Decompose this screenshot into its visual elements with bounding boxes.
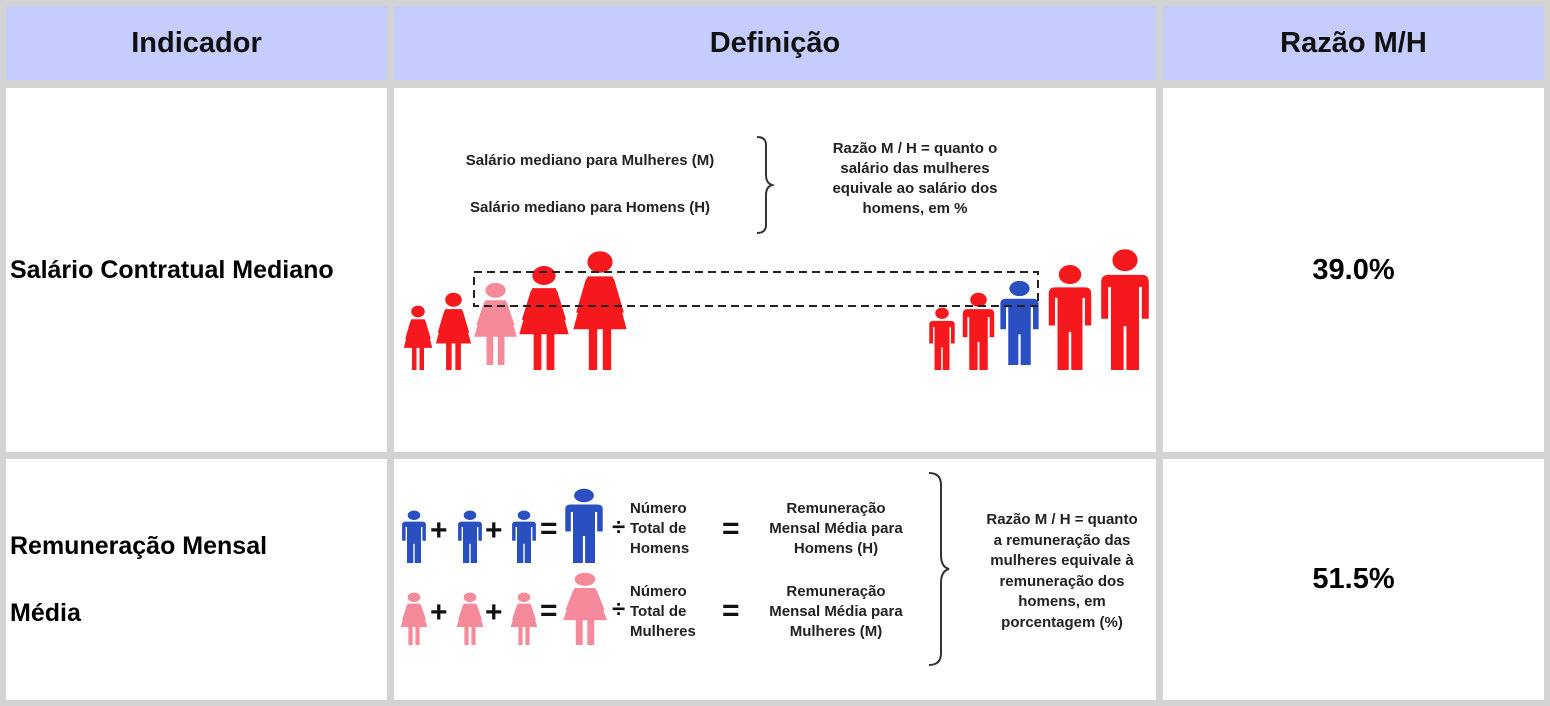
divide-sign: ÷ [612,596,626,623]
median-women-label: Salário mediano para Mulheres (M) [465,152,715,169]
brace [756,136,776,234]
definition-cell-1 [394,88,1156,452]
person-male-icon [512,510,536,563]
person-female-icon [435,292,472,370]
indicator-salario-contratual: Salário Contratual Mediano [6,88,387,452]
median-men-label: Salário mediano para Homens (H) [469,199,711,216]
equals-sign: = [722,594,740,627]
brace [928,472,950,666]
indicator-line: Remuneração Mensal [10,531,268,560]
person-male-icon [1000,280,1039,365]
ratio-explanation-2: Razão M / H = quanto a remuneração das m… [986,511,1138,631]
header-indicador: Indicador [6,6,387,80]
person-male-icon [929,307,955,370]
ratio-value-2: 51.5% [1163,459,1544,700]
equals-sign: = [722,512,740,545]
men-result: Remuneração Mensal Média para Homens (H) [769,500,903,557]
equals-sign: = [540,512,558,545]
header-definicao: Definição [394,6,1156,80]
person-male-icon [962,292,995,370]
person-female-icon [519,266,569,370]
ratio-value-1: 39.0% [1163,88,1544,452]
plus-sign: + [430,514,448,547]
person-male-icon [1048,265,1092,370]
person-male-icon [458,510,482,563]
person-female-icon [456,592,484,645]
men-divisor: Número Total de Homens [630,500,690,557]
definition-cell-2 [394,459,1156,700]
person-male-icon [565,488,603,563]
person-female-icon [474,282,517,365]
person-female-icon [573,251,627,370]
person-male-icon [402,510,426,563]
women-result: Remuneração Mensal Média para Mulheres (… [769,583,903,640]
ratio-explanation-1: Razão M / H = quanto o salário das mulhe… [832,140,998,217]
plus-sign: + [485,596,503,629]
women-divisor: Número Total de Mulheres [630,583,696,640]
person-male-icon [1101,249,1149,370]
person-female-icon [403,305,433,370]
person-female-icon [400,592,428,645]
equals-sign: = [540,594,558,627]
indicator-line: Média [10,598,81,627]
indicator-remuneracao-media: Remuneração Mensal Média [6,459,387,700]
person-female-icon [510,592,538,645]
person-female-icon [563,572,607,645]
header-razao: Razão M/H [1163,6,1544,80]
divide-sign: ÷ [612,514,626,541]
plus-sign: + [485,514,503,547]
plus-sign: + [430,596,448,629]
